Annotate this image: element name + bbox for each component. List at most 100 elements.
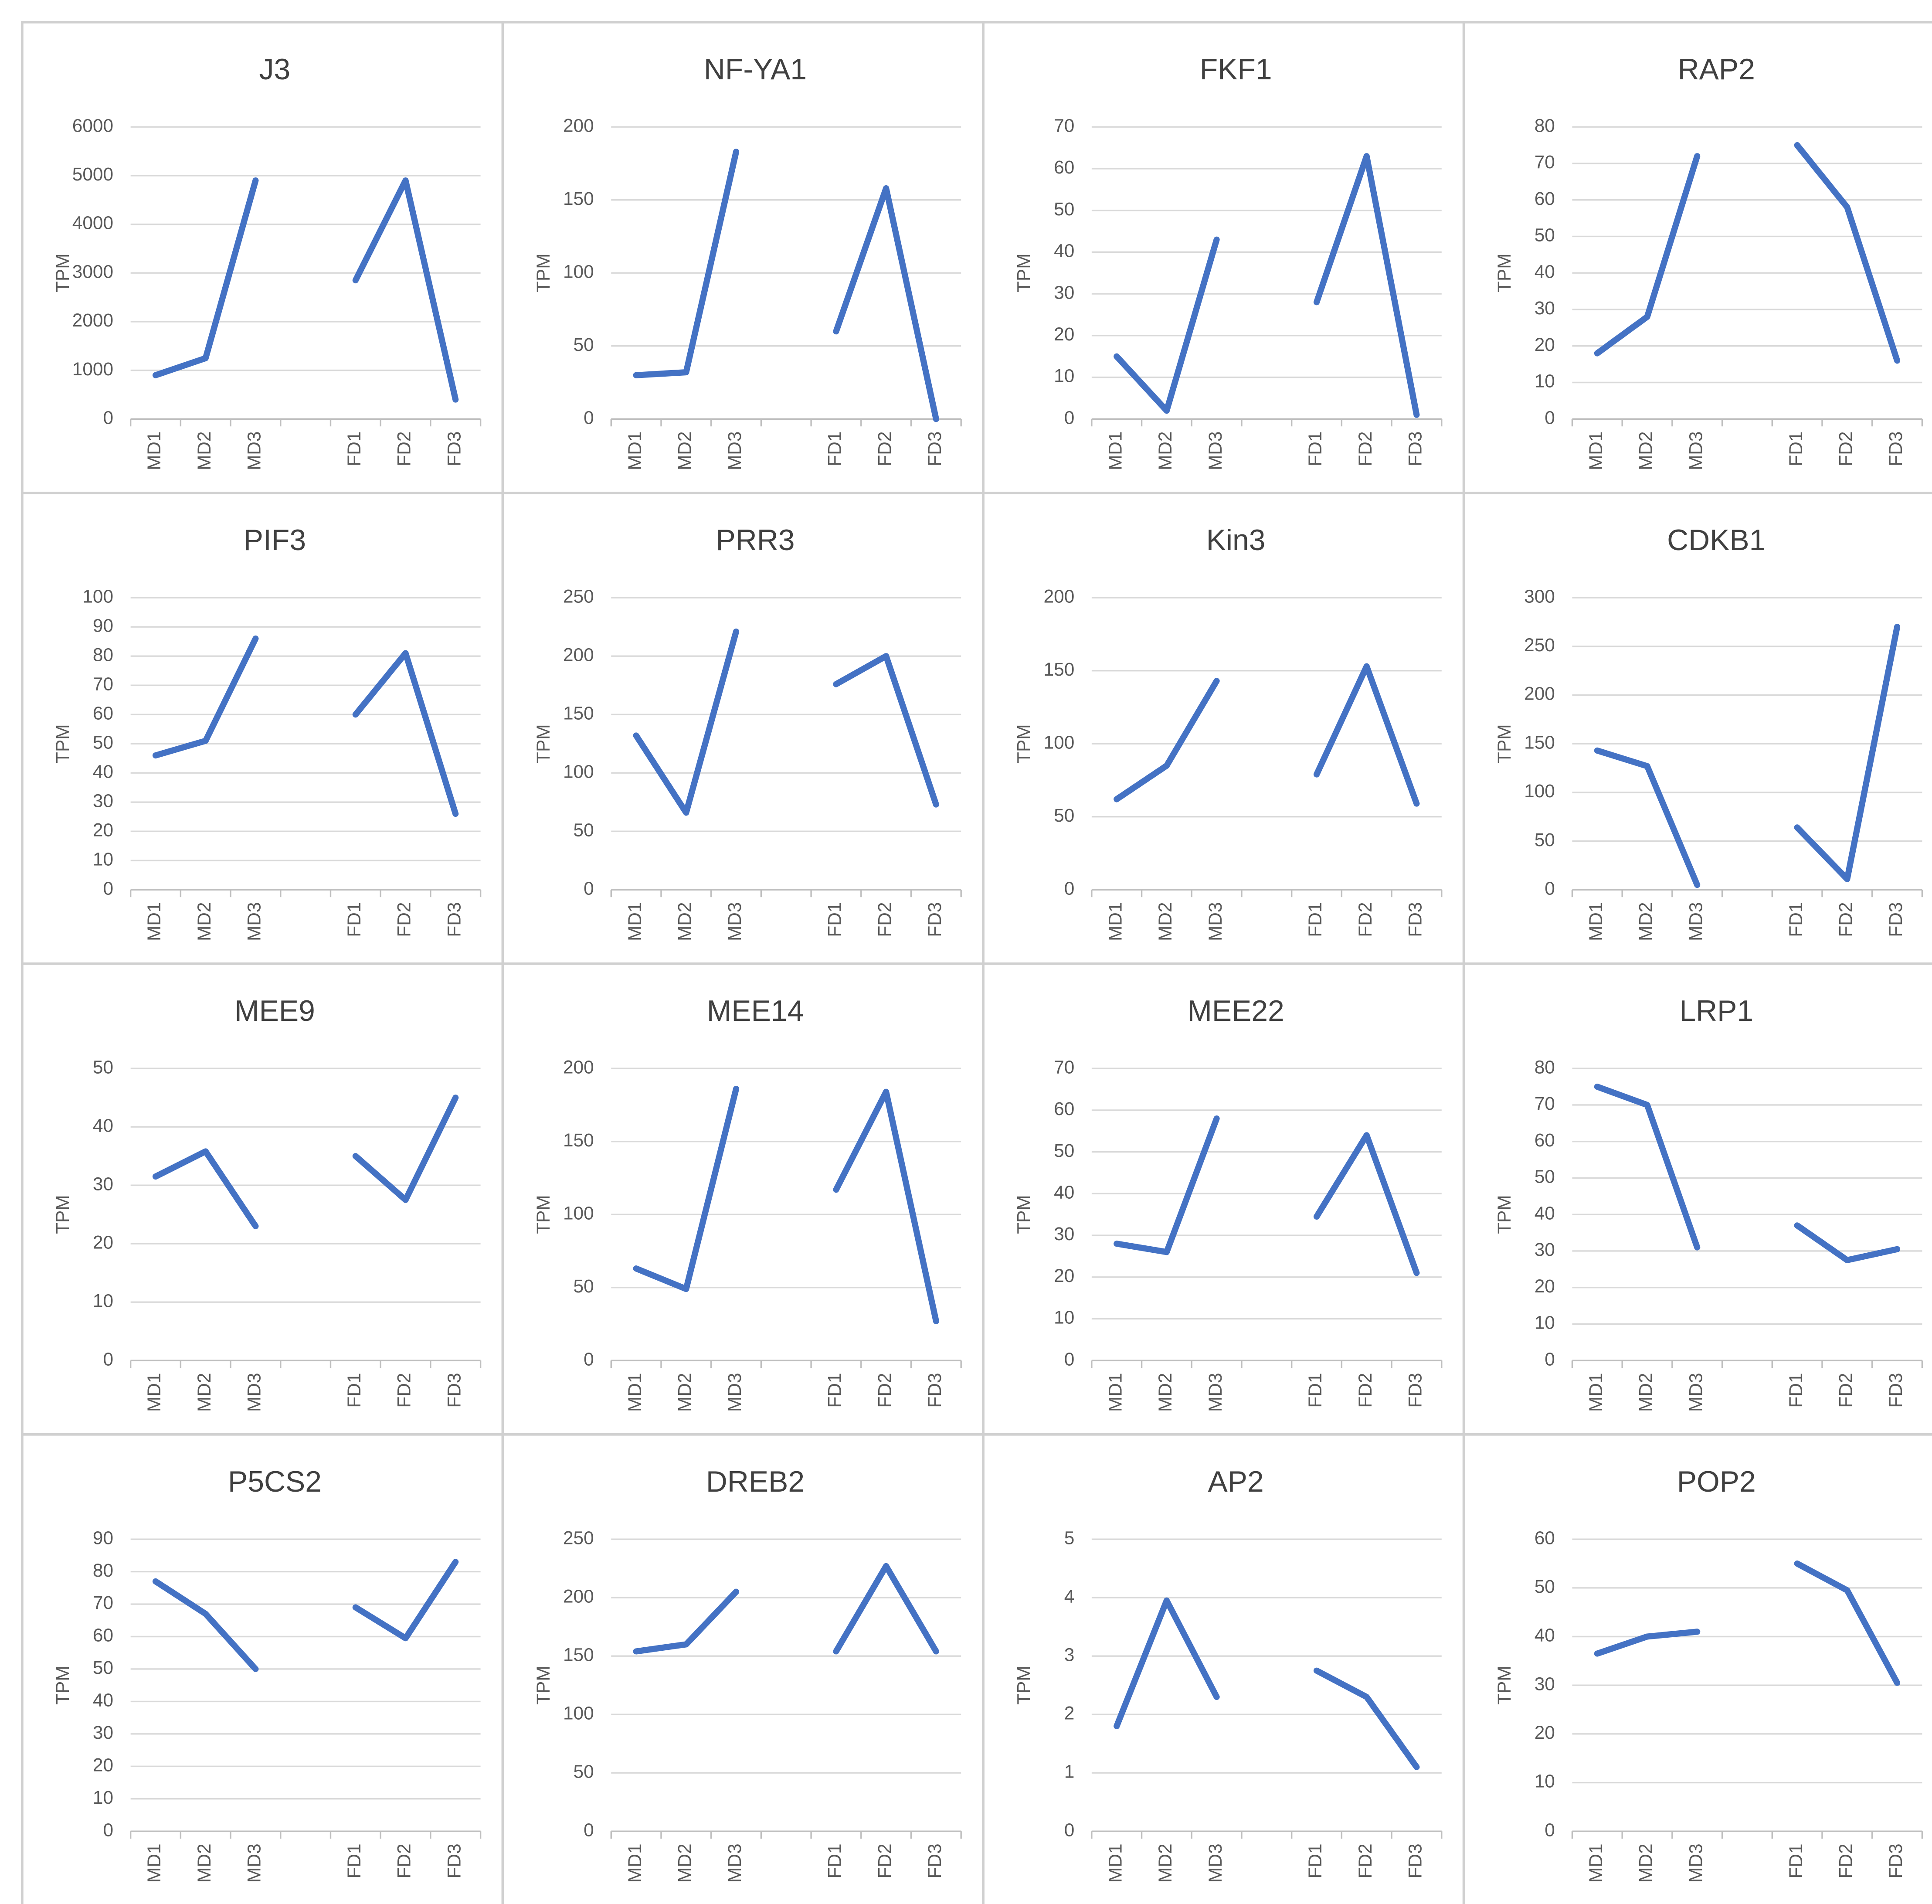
x-tick-label: FD3	[444, 432, 464, 466]
x-tick-label: FD3	[1885, 1843, 1906, 1878]
y-tick-label: 100	[563, 761, 594, 782]
chart-panel: POP2 TPM 0 10 20 30 40 50 60 MD1 MD2 MD3 FD1 FD2 FD3	[1462, 1433, 1932, 1904]
y-axis-label: TPM	[52, 253, 73, 292]
data-line	[152, 1559, 459, 1673]
chart-title: NF-YA1	[704, 53, 807, 86]
chart-panel: CDKB1 TPM 0 50 100 150 200 250 300 MD1 MD2 MD3 FD1 FD…	[1462, 492, 1932, 965]
y-tick-label: 30	[1054, 1224, 1074, 1244]
y-tick-label: 0	[103, 878, 114, 898]
y-tick-label: 0	[584, 878, 594, 898]
chart-title: CDKB1	[1667, 524, 1766, 557]
y-tick-label: 200	[563, 1057, 594, 1077]
y-tick-label: 10	[1535, 371, 1555, 391]
data-line	[1114, 1115, 1420, 1276]
y-tick-label: 200	[563, 115, 594, 136]
x-tick-label: FD3	[1885, 902, 1906, 937]
x-tick-label: MD2	[675, 432, 695, 471]
data-line	[1594, 1083, 1901, 1263]
y-tick-label: 30	[1535, 1239, 1555, 1260]
x-tick-label: MD1	[1105, 902, 1125, 941]
y-tick-label: 50	[1535, 830, 1555, 850]
y-tick-label: 2000	[72, 310, 113, 330]
y-tick-label: 5	[1064, 1527, 1075, 1548]
x-tick-label: MD2	[1636, 902, 1656, 941]
y-tick-label: 0	[584, 1349, 594, 1369]
x-tick-label: FD3	[444, 1373, 464, 1408]
y-tick-label: 50	[574, 334, 594, 355]
y-tick-label: 30	[93, 1173, 113, 1194]
x-tick-label: MD2	[675, 1373, 695, 1412]
y-tick-label: 20	[93, 819, 113, 840]
y-tick-label: 20	[93, 1232, 113, 1252]
y-tick-label: 4	[1064, 1586, 1075, 1606]
x-tick-label: FD1	[825, 1373, 845, 1408]
chart-title: MEE9	[234, 995, 315, 1027]
y-tick-label: 200	[563, 644, 594, 665]
chart-title: J3	[259, 53, 291, 86]
x-tick-label: FD2	[1836, 432, 1856, 466]
chart-panel: NF-YA1 TPM 0 50 100 150 200 MD1 MD2 MD3 FD1 FD2 FD3	[501, 21, 985, 494]
y-tick-label: 70	[93, 1592, 113, 1613]
x-tick-label: FD1	[344, 902, 364, 937]
y-tick-label: 40	[93, 761, 113, 782]
y-tick-label: 100	[82, 586, 113, 606]
y-tick-label: 100	[563, 261, 594, 282]
x-tick-label: MD2	[675, 902, 695, 941]
x-tick-label: MD3	[724, 1843, 745, 1883]
chart-title: P5CS2	[228, 1465, 322, 1498]
y-tick-label: 20	[1054, 324, 1074, 344]
y-tick-label: 80	[93, 1560, 113, 1581]
data-line	[633, 1086, 939, 1324]
x-tick-label: FD2	[1836, 1843, 1856, 1878]
x-tick-label: FD1	[1786, 902, 1806, 937]
panel-border	[1462, 962, 1932, 1436]
data-line	[1594, 624, 1901, 888]
data-line	[152, 635, 459, 817]
x-tick-label: MD3	[1685, 902, 1706, 941]
x-tick-label: FD3	[444, 902, 464, 937]
x-tick-label: MD3	[244, 1843, 265, 1883]
data-line	[1594, 1560, 1901, 1686]
chart-title: MEE22	[1187, 995, 1284, 1027]
x-tick-label: FD1	[1786, 432, 1806, 466]
y-tick-label: 40	[1054, 1182, 1074, 1203]
y-tick-label: 0	[1064, 407, 1075, 428]
chart-panel: AP2 TPM 0 1 2 3 4 5 MD1 MD2 MD3 FD1 FD2 FD3	[982, 1433, 1465, 1904]
y-tick-label: 250	[563, 1527, 594, 1548]
y-axis-label: TPM	[1494, 253, 1514, 292]
x-tick-label: FD1	[1786, 1843, 1806, 1878]
y-axis-label: TPM	[1494, 1195, 1514, 1234]
y-tick-label: 150	[1044, 659, 1075, 680]
y-tick-label: 60	[93, 703, 113, 723]
x-tick-label: MD3	[724, 1373, 745, 1412]
y-tick-label: 4000	[72, 213, 113, 233]
y-tick-label: 80	[93, 644, 113, 665]
x-tick-label: MD1	[1586, 1843, 1606, 1883]
data-line	[1114, 153, 1420, 418]
chart-panel: PIF3 TPM 0 10 20 30 40 50 60 70 80 90 100 MD1 MD2 MD3 FD…	[21, 492, 504, 965]
y-tick-label: 0	[584, 1819, 594, 1840]
y-tick-label: 50	[93, 1657, 113, 1678]
y-tick-label: 40	[93, 1690, 113, 1710]
y-tick-label: 60	[1535, 188, 1555, 209]
y-tick-label: 80	[1535, 115, 1555, 136]
x-tick-label: FD1	[344, 1373, 364, 1408]
x-tick-label: MD1	[625, 1843, 645, 1883]
chart-title: PIF3	[244, 524, 306, 557]
y-tick-label: 0	[1545, 1349, 1555, 1369]
chart-panel: DREB2 TPM 0 50 100 150 200 250 MD1 MD2 MD3 FD1 FD2 FD…	[501, 1433, 985, 1904]
chart-title: PRR3	[716, 524, 795, 557]
y-axis-label: TPM	[52, 1666, 73, 1704]
y-tick-label: 40	[1535, 261, 1555, 282]
x-tick-label: MD2	[194, 902, 214, 941]
y-tick-label: 0	[1545, 407, 1555, 428]
y-tick-label: 30	[93, 790, 113, 811]
y-axis-label: TPM	[52, 1195, 73, 1234]
y-tick-label: 50	[574, 1761, 594, 1782]
y-tick-label: 0	[584, 407, 594, 428]
x-tick-label: MD1	[625, 902, 645, 941]
x-tick-label: FD3	[924, 1843, 945, 1878]
x-tick-label: MD3	[1685, 1373, 1706, 1412]
panel-border	[982, 962, 1465, 1436]
